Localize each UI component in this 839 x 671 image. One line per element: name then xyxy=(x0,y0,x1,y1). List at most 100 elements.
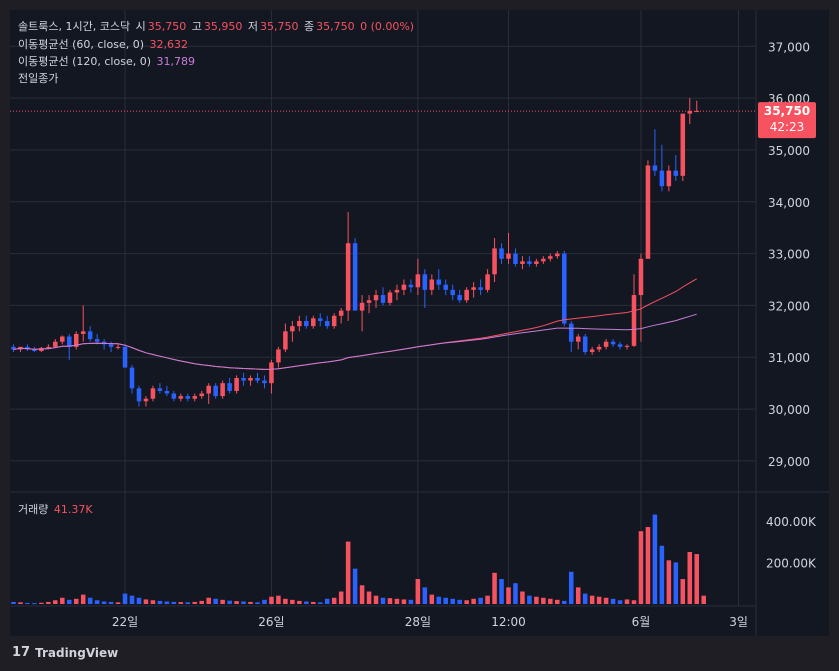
volume-bar xyxy=(150,600,156,604)
candle-body xyxy=(80,331,86,334)
volume-bar xyxy=(227,600,232,604)
candle-body xyxy=(157,388,163,391)
candle-body xyxy=(603,341,609,347)
high-label: 고 xyxy=(191,20,202,33)
volume-bar xyxy=(46,601,51,604)
x-tick-label: 28일 xyxy=(405,615,431,629)
ma120-legend[interactable]: 이동평균선 (120, close, 0) 31,789 xyxy=(18,53,197,69)
volume-bar xyxy=(338,591,344,604)
candle-body xyxy=(352,243,358,311)
volume-bar xyxy=(575,587,581,604)
volume-tick-label: 200.00K xyxy=(766,556,817,570)
volume-bar xyxy=(108,601,114,604)
volume-tick-label: 400.00K xyxy=(766,515,817,529)
volume-bar xyxy=(541,597,546,604)
volume-bar xyxy=(94,600,100,604)
volume-bar xyxy=(39,602,44,604)
ma60-label: 이동평균선 (60, close, 0) xyxy=(18,38,144,51)
close-value: 35,750 xyxy=(316,20,355,33)
candle-body xyxy=(624,345,630,347)
candle-body xyxy=(415,274,421,288)
candle-body xyxy=(241,377,246,381)
candle-body xyxy=(87,331,93,340)
y-tick-label: 31,000 xyxy=(768,351,810,365)
candle-body xyxy=(136,388,142,402)
candle-body xyxy=(513,253,518,264)
volume-bar xyxy=(527,595,532,604)
volume-bar xyxy=(666,560,672,604)
volume-bar xyxy=(520,591,525,604)
candle-body xyxy=(297,320,302,327)
candle-body xyxy=(638,258,644,296)
candle-body xyxy=(429,279,435,290)
volume-bar xyxy=(60,597,65,604)
volume-bar xyxy=(394,598,400,604)
candle-body xyxy=(345,243,351,311)
x-tick-label: 6월 xyxy=(632,615,651,629)
volume-label: 거래량 xyxy=(18,503,49,516)
candle-body xyxy=(108,344,114,347)
candle-body xyxy=(596,346,602,350)
high-value: 35,950 xyxy=(203,20,243,33)
candle-body xyxy=(652,165,658,171)
candle-body xyxy=(192,396,198,399)
volume-bar xyxy=(143,599,149,604)
volume-bar xyxy=(136,597,142,604)
prev-close-legend[interactable]: 전일종가 xyxy=(18,70,60,86)
ma60-legend[interactable]: 이동평균선 (60, close, 0) 32,632 xyxy=(18,36,190,52)
volume-bar xyxy=(471,598,476,604)
x-tick-label: 26일 xyxy=(258,615,284,629)
volume-bar xyxy=(478,597,483,604)
volume-bar xyxy=(534,596,539,604)
open-label: 시 xyxy=(135,20,146,33)
candle-body xyxy=(687,111,693,114)
candle-body xyxy=(122,346,128,368)
candle-body xyxy=(527,261,532,264)
volume-bar xyxy=(450,598,455,604)
candle-body xyxy=(645,165,651,259)
candle-body xyxy=(520,261,525,264)
candle-body xyxy=(206,385,211,394)
candle-body xyxy=(255,377,260,381)
volume-legend[interactable]: 거래량 41.37K xyxy=(18,501,95,517)
candle-body xyxy=(311,318,316,327)
candle-body xyxy=(150,388,156,399)
tradingview-logo[interactable]: 𝟭𝟳 TradingView xyxy=(12,645,118,660)
ma120-line xyxy=(13,313,697,370)
volume-bar xyxy=(373,595,379,604)
candle-body xyxy=(401,284,407,290)
candle-body xyxy=(269,362,274,384)
volume-bar xyxy=(66,599,72,604)
volume-bar xyxy=(178,602,184,604)
candle-body xyxy=(680,113,686,176)
x-tick-label: 3일 xyxy=(729,615,748,629)
candle-body xyxy=(694,111,700,113)
candle-body xyxy=(373,295,379,301)
candle-body xyxy=(534,261,539,264)
volume-bar xyxy=(101,601,107,604)
volume-bar xyxy=(304,601,309,604)
ma60-value: 32,632 xyxy=(149,38,189,51)
volume-bar xyxy=(206,597,211,604)
candle-body xyxy=(541,258,546,262)
candle-body xyxy=(555,253,560,257)
candle-body xyxy=(227,383,232,391)
candle-body xyxy=(422,274,428,290)
volume-bar xyxy=(694,554,700,604)
volume-bar xyxy=(25,602,30,604)
volume-bar xyxy=(262,599,267,604)
candle-body xyxy=(582,336,588,353)
candle-body xyxy=(436,279,442,285)
volume-bar xyxy=(631,600,637,604)
candle-body xyxy=(359,302,365,311)
candle-body xyxy=(492,248,497,275)
y-tick-label: 35,000 xyxy=(768,144,810,158)
prev-close-label: 전일종가 xyxy=(18,72,59,85)
volume-bar xyxy=(443,597,449,604)
plot-background xyxy=(10,10,829,636)
volume-bar xyxy=(311,601,316,604)
candle-body xyxy=(94,339,100,342)
candle-body xyxy=(666,170,672,187)
volume-bar xyxy=(248,601,253,604)
